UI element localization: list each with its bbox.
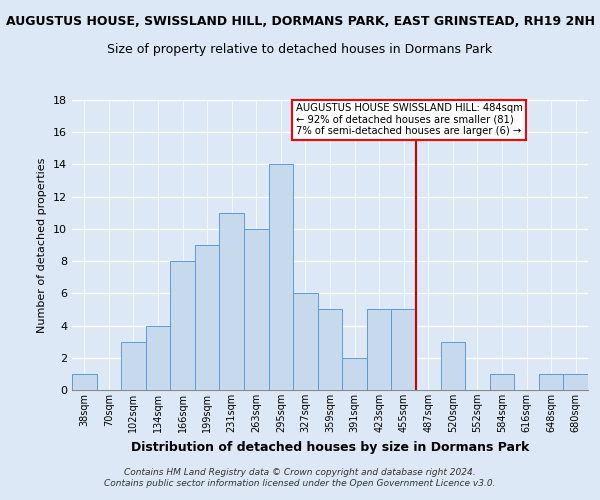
Bar	[318, 310, 342, 390]
Bar	[539, 374, 563, 390]
Bar	[269, 164, 293, 390]
Bar	[342, 358, 367, 390]
Text: AUGUSTUS HOUSE SWISSLAND HILL: 484sqm
← 92% of detached houses are smaller (81)
: AUGUSTUS HOUSE SWISSLAND HILL: 484sqm ← …	[296, 103, 523, 136]
Bar	[367, 310, 391, 390]
Bar	[244, 229, 269, 390]
Text: Size of property relative to detached houses in Dormans Park: Size of property relative to detached ho…	[107, 42, 493, 56]
Text: Contains HM Land Registry data © Crown copyright and database right 2024.
Contai: Contains HM Land Registry data © Crown c…	[104, 468, 496, 487]
Bar	[146, 326, 170, 390]
Bar	[220, 213, 244, 390]
Bar	[170, 261, 195, 390]
Bar	[490, 374, 514, 390]
Bar	[293, 294, 318, 390]
Bar	[121, 342, 146, 390]
Bar	[72, 374, 97, 390]
Y-axis label: Number of detached properties: Number of detached properties	[37, 158, 47, 332]
Text: AUGUSTUS HOUSE, SWISSLAND HILL, DORMANS PARK, EAST GRINSTEAD, RH19 2NH: AUGUSTUS HOUSE, SWISSLAND HILL, DORMANS …	[5, 15, 595, 28]
Bar	[391, 310, 416, 390]
Bar	[195, 245, 220, 390]
Bar	[440, 342, 465, 390]
X-axis label: Distribution of detached houses by size in Dormans Park: Distribution of detached houses by size …	[131, 440, 529, 454]
Bar	[563, 374, 588, 390]
